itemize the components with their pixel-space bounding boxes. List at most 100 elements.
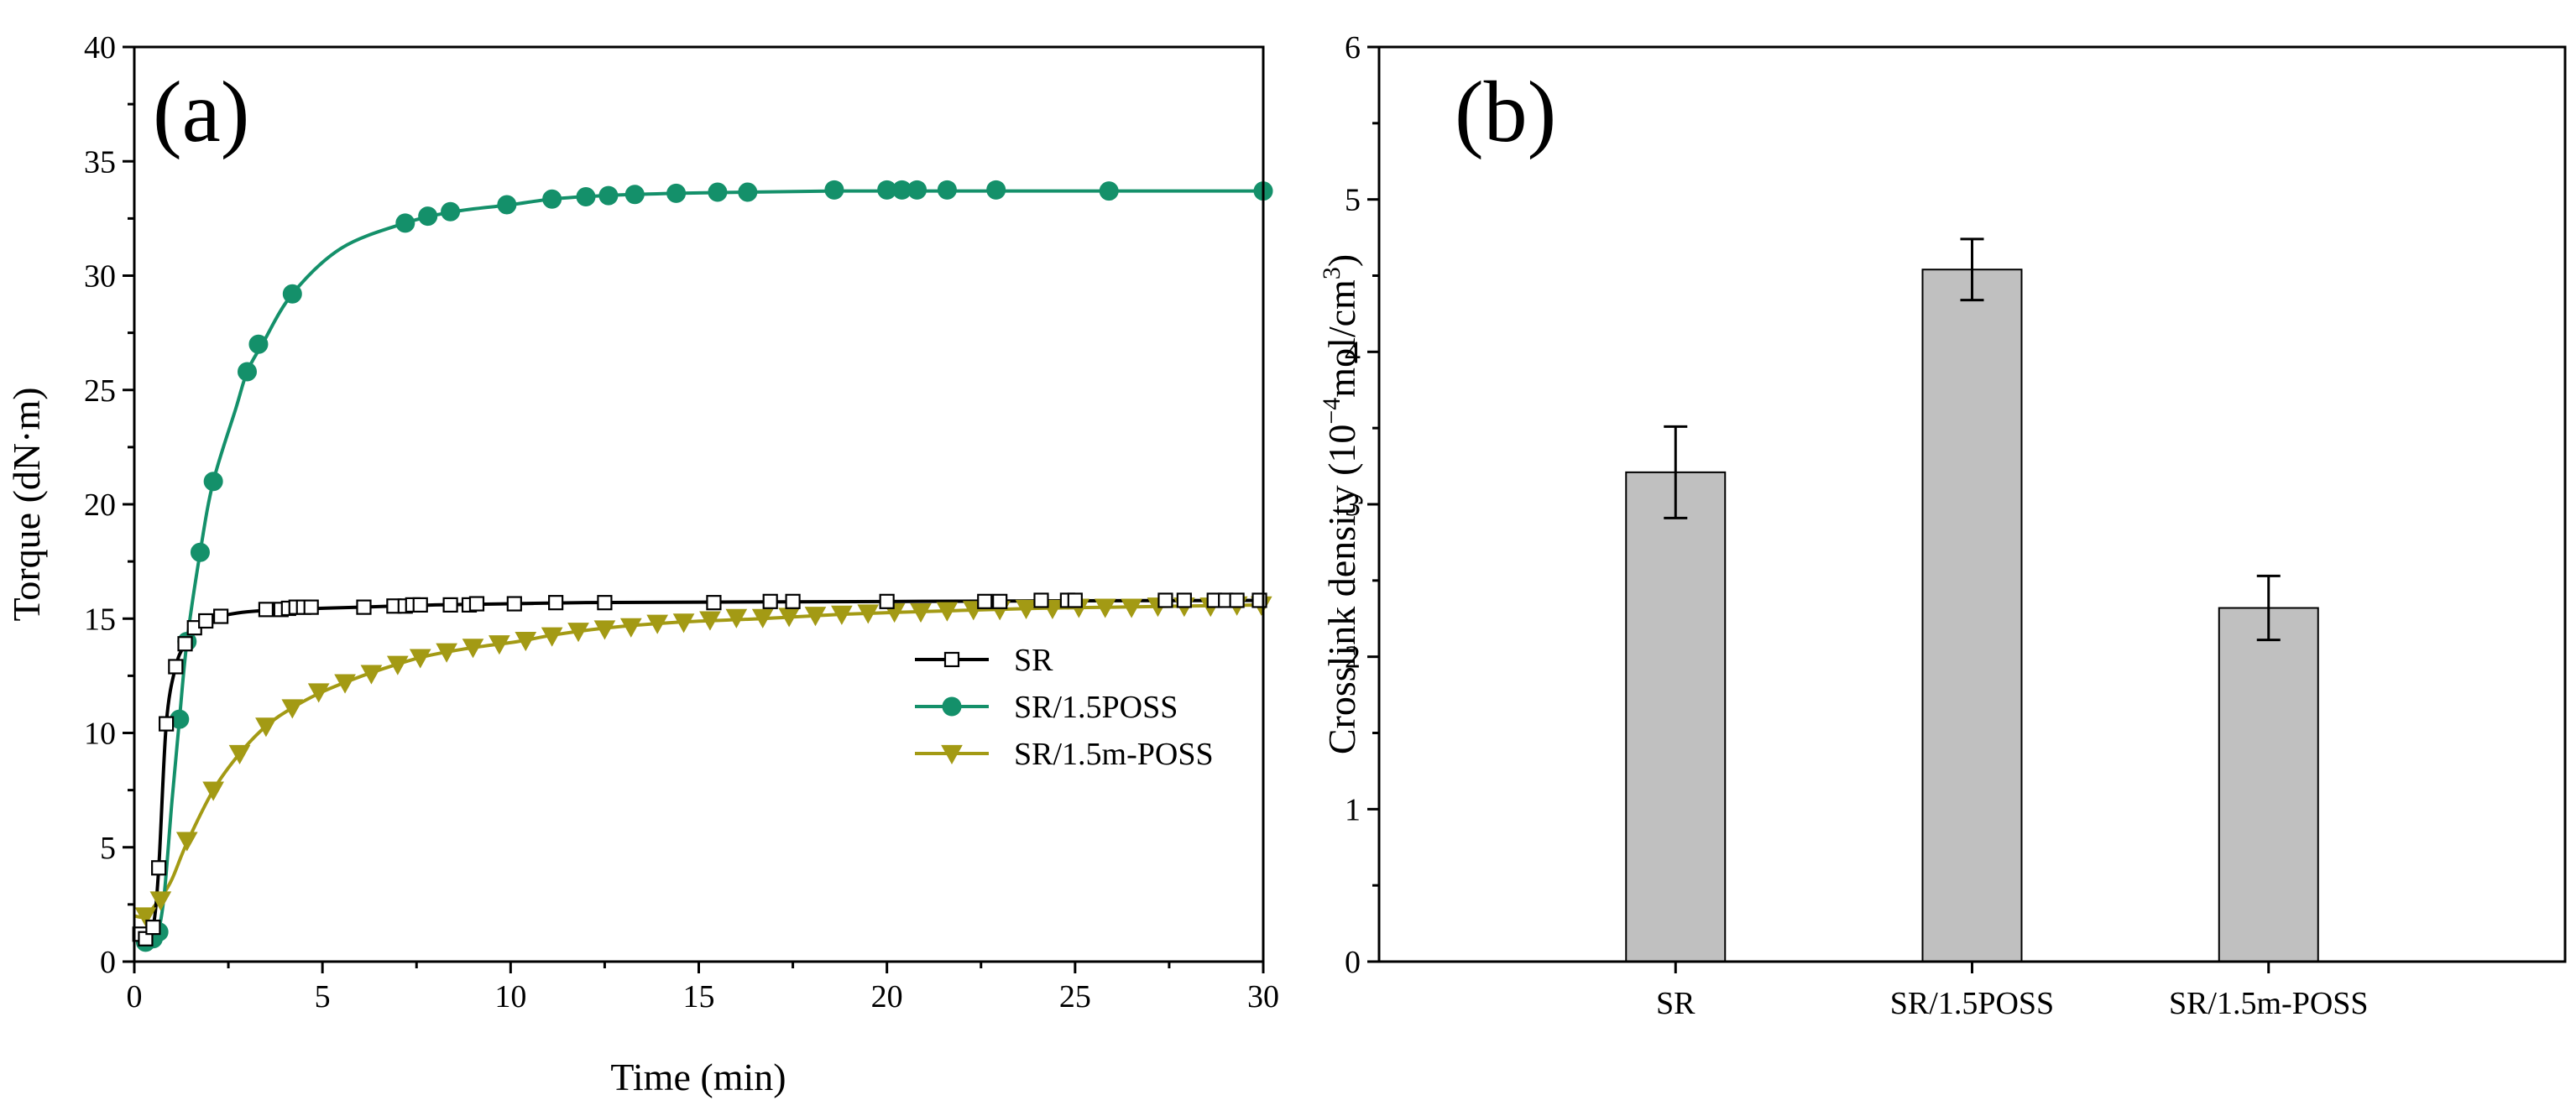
data-point-1 — [738, 182, 758, 202]
legend-label-sr: SR — [1014, 643, 1053, 678]
data-point-2 — [910, 602, 932, 623]
error-bar-2 — [2256, 574, 2281, 642]
data-point-0 — [198, 613, 214, 629]
bar-1 — [1921, 269, 2023, 962]
panel-a-legend: SR SR/1.5POSS SR/1.5m-POSS — [915, 643, 1214, 772]
category-label: SR — [1656, 986, 1696, 1021]
data-point-0 — [213, 608, 229, 624]
data-point-0 — [442, 597, 458, 613]
data-point-1 — [238, 362, 257, 382]
data-point-0 — [468, 596, 485, 612]
legend-entry-sr: SR — [915, 643, 1053, 678]
data-point-1 — [248, 334, 269, 354]
data-point-2 — [646, 614, 669, 634]
data-point-0 — [548, 595, 564, 611]
legend-marker-sr — [943, 651, 960, 668]
data-point-1 — [624, 185, 645, 205]
data-point-1 — [203, 472, 223, 492]
y-tick-label: 25 — [84, 373, 116, 409]
data-point-2 — [462, 639, 484, 659]
data-point-1 — [576, 186, 596, 206]
legend-label-sr-1-5poss: SR/1.5POSS — [1014, 690, 1178, 725]
data-point-2 — [567, 623, 589, 643]
data-point-2 — [489, 635, 510, 655]
y-tick-label: 6 — [1345, 30, 1361, 65]
data-point-1 — [907, 180, 927, 200]
x-tick-label: 15 — [683, 979, 715, 1014]
x-tick-label: 30 — [1247, 979, 1279, 1014]
data-point-2 — [334, 674, 356, 694]
data-point-1 — [824, 180, 844, 200]
category-label: SR/1.5m-POSS — [2169, 986, 2369, 1021]
data-point-1 — [542, 189, 562, 209]
panel-a-torque-chart: 0 5 10 15 20 25 30 0 5 10 15 20 25 30 35 40 (a) Time (m… — [5, 30, 1279, 1098]
y-tick-label: 0 — [100, 945, 116, 980]
legend-marker-shape — [941, 744, 963, 765]
bar-2 — [2218, 607, 2319, 962]
data-point-0 — [1229, 592, 1245, 608]
y-tick-label: 5 — [100, 831, 116, 866]
data-point-0 — [785, 593, 801, 609]
data-point-2 — [699, 611, 721, 631]
data-point-2 — [619, 618, 642, 638]
data-point-1 — [441, 201, 461, 222]
data-point-0 — [1067, 592, 1083, 608]
y-tick-label: 10 — [84, 717, 116, 752]
data-point-2 — [228, 744, 251, 765]
data-point-2 — [936, 602, 959, 622]
y-tick-label: 15 — [84, 602, 116, 637]
data-point-2 — [149, 891, 172, 911]
data-point-2 — [541, 627, 563, 647]
data-point-0 — [1033, 592, 1049, 608]
data-point-2 — [134, 907, 157, 927]
y-tick-label: 3 — [1345, 488, 1361, 523]
data-point-1 — [282, 284, 302, 304]
y-tick-label: 35 — [84, 144, 116, 180]
panel-a-plot-frame — [133, 45, 1265, 963]
data-point-2 — [202, 781, 224, 801]
panel-b-y-axis-title: Crosslink density (10−4mol/cm3) — [1318, 254, 1363, 754]
data-point-2 — [436, 643, 457, 663]
data-point-0 — [412, 597, 428, 613]
data-point-2 — [857, 604, 880, 624]
panel-b-axes: 0 1 2 3 4 5 6 SR SR/1.5POSS SR/1.5m-POSS — [1345, 30, 2369, 1021]
data-point-0 — [706, 595, 722, 611]
legend-marker-sr-1-5m-poss — [941, 744, 963, 765]
data-point-2 — [593, 620, 616, 640]
data-point-2 — [1121, 598, 1142, 618]
y-tick-label: 0 — [1345, 945, 1361, 980]
y-title-part-2: mol/cm — [1320, 279, 1363, 398]
legend-marker-shape — [942, 696, 962, 717]
data-point-2 — [725, 608, 748, 628]
data-point-2 — [307, 683, 330, 703]
data-point-0 — [879, 593, 895, 609]
panel-a-series-group — [132, 180, 1273, 952]
data-point-0 — [356, 599, 372, 615]
series-line-1 — [133, 189, 1263, 944]
legend-label-sr-1-5m-poss: SR/1.5m-POSS — [1014, 737, 1214, 772]
y-title-superscript-2: 3 — [1318, 267, 1345, 279]
data-point-2 — [255, 717, 277, 738]
x-tick-label: 20 — [871, 979, 903, 1014]
error-bar-0 — [1664, 425, 1688, 519]
y-tick-label: 1 — [1345, 792, 1361, 827]
panel-a-label: (a) — [153, 64, 249, 160]
data-point-2 — [804, 607, 827, 627]
data-point-0 — [258, 602, 274, 618]
y-title-part-1: Crosslink density (10 — [1320, 425, 1363, 755]
y-tick-label: 40 — [84, 30, 116, 65]
data-point-1 — [666, 183, 687, 203]
data-point-2 — [672, 613, 695, 634]
y-tick-label: 20 — [84, 488, 116, 523]
data-point-2 — [409, 649, 431, 669]
legend-marker-sr-1-5poss — [942, 696, 962, 717]
y-tick-label: 5 — [1345, 183, 1361, 218]
data-point-1 — [1099, 181, 1119, 201]
y-title-superscript-1: −4 — [1318, 398, 1345, 425]
panel-a-x-axis-title: Time (min) — [610, 1056, 786, 1098]
data-point-2 — [175, 832, 198, 852]
y-tick-label: 2 — [1345, 640, 1361, 675]
panel-b-crosslink-chart: 0 1 2 3 4 5 6 SR SR/1.5POSS SR/1.5m-POSS (b) Cros… — [1318, 30, 2567, 1021]
data-point-2 — [751, 608, 774, 628]
